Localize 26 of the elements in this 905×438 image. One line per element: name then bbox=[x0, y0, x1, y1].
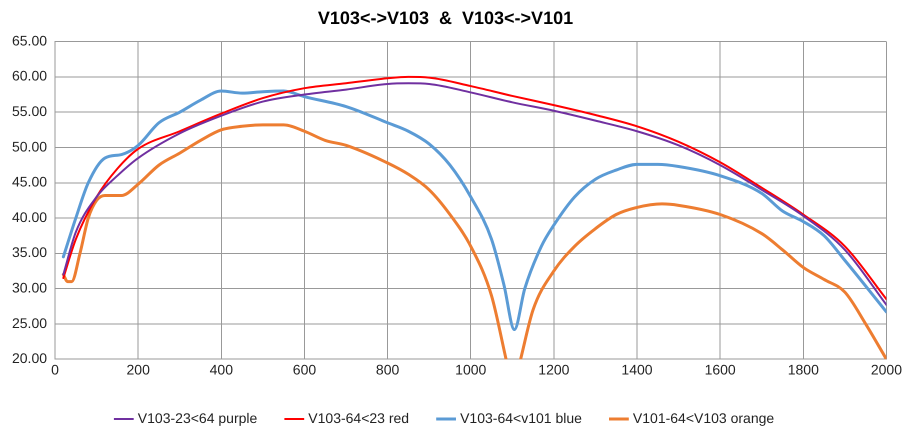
y-tick-label: 45.00 bbox=[12, 174, 48, 190]
x-tick-label: 1600 bbox=[704, 361, 736, 378]
x-tick-label: 1400 bbox=[621, 361, 653, 378]
y-tick-label: 20.00 bbox=[12, 350, 48, 366]
x-tick-label: 0 bbox=[51, 361, 60, 378]
y-tick-label: 30.00 bbox=[12, 279, 48, 296]
y-tick-label: 25.00 bbox=[12, 314, 48, 331]
x-tick-label: 400 bbox=[210, 361, 234, 378]
y-tick-label: 60.00 bbox=[12, 68, 48, 84]
x-tick-label: 1000 bbox=[455, 361, 487, 378]
y-tick-label: 50.00 bbox=[12, 138, 48, 154]
y-tick-label: 65.00 bbox=[12, 32, 48, 48]
y-tick-label: 35.00 bbox=[12, 244, 48, 260]
x-tick-label: 600 bbox=[292, 361, 316, 378]
legend-label: V103-23<64 purple bbox=[138, 410, 258, 426]
legend-label: V101-64<V103 orange bbox=[632, 410, 774, 426]
legend-label: V103-64<23 red bbox=[308, 410, 410, 426]
legend-label: V103-64<v101 blue bbox=[460, 410, 582, 426]
chart-title: V103<->V103 & V103<->V101 bbox=[318, 8, 574, 28]
x-tick-label: 200 bbox=[126, 361, 150, 378]
x-tick-label: 1800 bbox=[788, 361, 820, 378]
x-tick-label: 800 bbox=[376, 361, 400, 378]
y-tick-label: 40.00 bbox=[12, 208, 48, 225]
y-tick-label: 55.00 bbox=[12, 103, 48, 120]
x-tick-label: 1200 bbox=[538, 361, 570, 378]
x-tick-label: 2000 bbox=[870, 361, 902, 378]
